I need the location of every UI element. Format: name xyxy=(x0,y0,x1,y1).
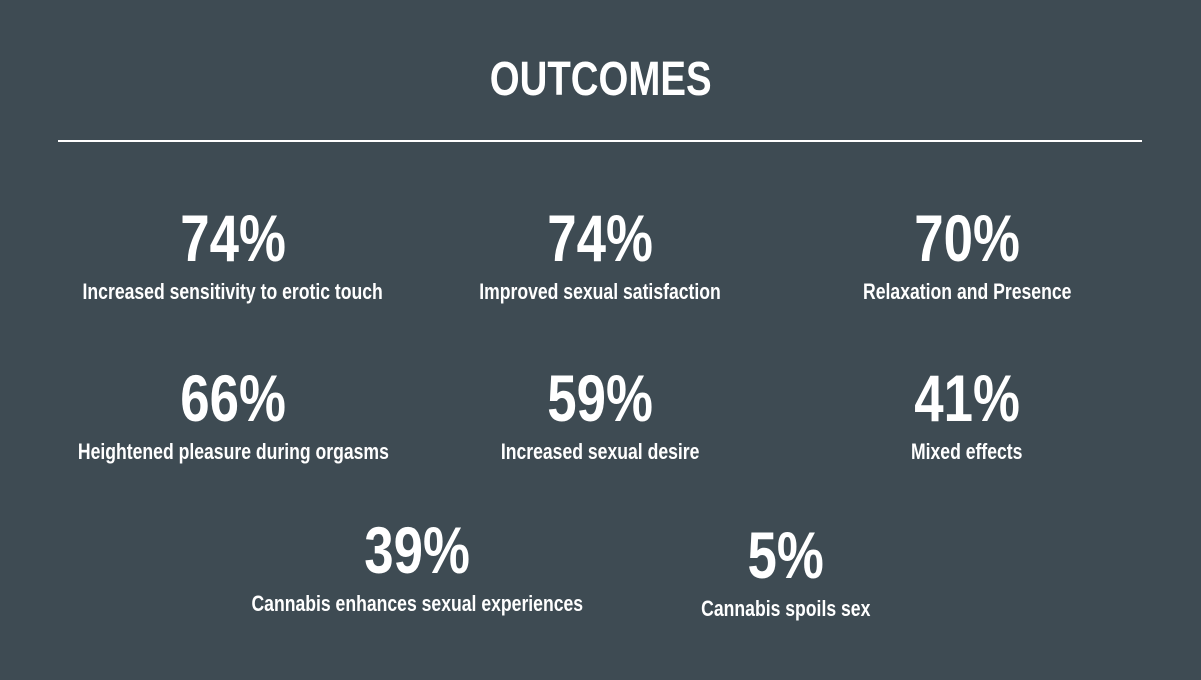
label-text: Improved sexual satisfaction xyxy=(479,279,721,304)
label-text: Heightened pleasure during orgasms xyxy=(77,439,389,464)
stat-text: 70% xyxy=(914,201,1020,275)
stat-text: 5% xyxy=(747,518,825,592)
label-text: Mixed effects xyxy=(911,439,1023,464)
divider xyxy=(58,140,1142,142)
outcome-item: 66% Heightened pleasure during orgasms xyxy=(0,365,483,465)
outcome-item: 5% Cannabis spoils sex xyxy=(536,522,1036,622)
outcome-label: Increased sensitivity to erotic touch xyxy=(0,279,483,305)
label-text: Increased sensitivity to erotic touch xyxy=(82,279,384,304)
stat-text: 66% xyxy=(180,361,286,435)
outcome-label: Improved sexual satisfaction xyxy=(350,279,850,305)
outcome-stat: 59% xyxy=(350,365,850,431)
outcome-item: 41% Mixed effects xyxy=(717,365,1201,465)
outcome-label: Relaxation and Presence xyxy=(717,279,1201,305)
outcome-label: Mixed effects xyxy=(717,439,1201,465)
outcome-item: 74% Increased sensitivity to erotic touch xyxy=(0,205,483,305)
outcome-label: Increased sexual desire xyxy=(350,439,850,465)
outcome-stat: 74% xyxy=(0,205,483,271)
outcome-item: 59% Increased sexual desire xyxy=(350,365,850,465)
outcome-stat: 39% xyxy=(167,517,667,583)
outcome-stat: 66% xyxy=(0,365,483,431)
stat-text: 41% xyxy=(914,361,1020,435)
stat-text: 59% xyxy=(547,361,653,435)
outcome-label: Cannabis spoils sex xyxy=(536,596,1036,622)
outcome-label: Cannabis enhances sexual experiences xyxy=(167,591,667,617)
stat-text: 74% xyxy=(180,201,286,275)
label-text: Increased sexual desire xyxy=(500,439,700,464)
stat-text: 39% xyxy=(364,513,470,587)
outcome-stat: 74% xyxy=(350,205,850,271)
label-text: Cannabis spoils sex xyxy=(701,596,871,621)
label-text: Cannabis enhances sexual experiences xyxy=(251,591,583,616)
outcome-stat: 70% xyxy=(717,205,1201,271)
outcome-stat: 5% xyxy=(536,522,1036,588)
outcome-label: Heightened pleasure during orgasms xyxy=(0,439,483,465)
title-text: OUTCOMES xyxy=(489,53,712,106)
outcome-item: 70% Relaxation and Presence xyxy=(717,205,1201,305)
title: OUTCOMES xyxy=(0,52,1201,107)
outcome-item: 74% Improved sexual satisfaction xyxy=(350,205,850,305)
stat-text: 74% xyxy=(547,201,653,275)
outcome-stat: 41% xyxy=(717,365,1201,431)
label-text: Relaxation and Presence xyxy=(862,279,1072,304)
outcome-item: 39% Cannabis enhances sexual experiences xyxy=(167,517,667,617)
